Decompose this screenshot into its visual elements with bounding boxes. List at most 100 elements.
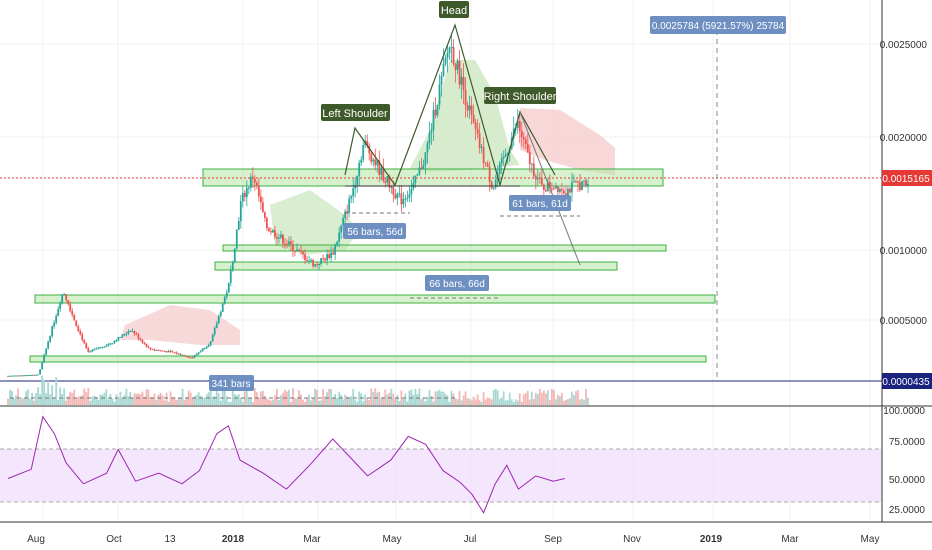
candle-body [546, 182, 549, 192]
candle-body [17, 375, 19, 377]
volume-bar [386, 394, 389, 405]
candle-body [330, 252, 333, 259]
candle-body [456, 60, 459, 70]
candle-body [334, 245, 337, 255]
candle-body [141, 340, 144, 343]
candle-body [538, 177, 541, 179]
candle-body [540, 178, 543, 185]
support-zone-4[interactable] [29, 355, 707, 363]
candle-body [193, 355, 196, 358]
volume-bar [536, 393, 539, 405]
volume-bar [430, 396, 433, 405]
y-axis: 0.0025000 0.0020000 0.0010000 0.0005000 [880, 40, 928, 327]
volume-bar [581, 398, 583, 405]
volume-bar [500, 397, 503, 405]
candle-body [296, 249, 298, 252]
candle-body [127, 331, 130, 334]
volume-bar [548, 400, 551, 405]
candle-body [314, 264, 316, 267]
candle-body [61, 294, 64, 304]
baseline-price-tag: 0.0000435 [882, 377, 930, 388]
volume-bar [95, 396, 98, 405]
candle-body [161, 350, 164, 352]
volume-bar [563, 400, 565, 405]
support-zone-2[interactable] [214, 261, 618, 271]
candle-body [125, 333, 128, 335]
volume-bar [544, 393, 547, 405]
volume-bar [390, 388, 393, 405]
volume-bar [587, 397, 589, 405]
volume-bar [207, 392, 210, 405]
volume-bar [524, 393, 527, 405]
volume-bar [506, 400, 509, 405]
volume-bar [83, 388, 86, 405]
candle-body [139, 338, 142, 341]
candle-body [77, 326, 80, 332]
candle-body [284, 243, 286, 245]
candle-body [318, 264, 320, 266]
volume-bar [414, 389, 417, 405]
volume-bar [85, 392, 88, 405]
support-zone-1[interactable] [222, 244, 667, 252]
current-price-tag: 0.0015165 [882, 174, 930, 185]
support-zone-3[interactable] [34, 294, 716, 304]
candle-body [438, 84, 441, 105]
candle-body [121, 334, 124, 337]
bars-56-label-bg [343, 223, 406, 239]
candle-body [470, 105, 473, 115]
candle-body [550, 188, 553, 190]
candle-body [265, 217, 268, 229]
candle-body [183, 355, 186, 357]
candle-body [123, 334, 126, 336]
candle-body [565, 193, 567, 195]
volume-bar [569, 398, 571, 405]
candle-body [257, 185, 260, 197]
candle-body [85, 343, 88, 349]
volume-bar [171, 397, 174, 405]
candles [7, 33, 589, 377]
volume-bar [432, 401, 435, 405]
candle-body [255, 182, 258, 186]
candle-body [294, 250, 296, 252]
candle-body [434, 109, 437, 116]
volume-bar [583, 399, 585, 405]
candle-body [466, 105, 469, 111]
candle-body [567, 188, 569, 195]
candle-body [406, 197, 409, 199]
volume-bar [231, 388, 234, 405]
candle-body [400, 193, 403, 205]
volume-bar [294, 398, 296, 405]
candle-body [532, 163, 535, 177]
volume-bar [340, 394, 343, 405]
volume-bar [91, 396, 94, 405]
volume-bar [554, 399, 557, 405]
candle-body [259, 196, 262, 203]
volume-bar [69, 391, 72, 405]
rsi-band [0, 449, 882, 502]
volume-bar [510, 399, 513, 405]
volume-bar [508, 392, 511, 405]
candle-body [348, 198, 351, 213]
candle-body [239, 201, 242, 222]
candle-body [249, 176, 252, 188]
volume-bar [149, 397, 152, 405]
candle-body [552, 188, 555, 190]
volume-bar [384, 389, 387, 405]
candle-body [366, 140, 369, 146]
volume-bar [446, 395, 449, 405]
candle-body [390, 187, 393, 189]
candle-body [428, 132, 431, 144]
volume-bar [360, 393, 363, 405]
volume-bar [191, 398, 194, 405]
volume-bar [239, 397, 242, 405]
candle-body [67, 300, 70, 305]
volume-bar [528, 399, 531, 405]
volume-bar [63, 388, 66, 405]
x-tick-label: Sep [544, 534, 562, 545]
volume-bar [302, 399, 304, 405]
volume-bar [147, 389, 150, 405]
volume-bar [276, 388, 278, 405]
candle-body [478, 133, 481, 148]
volume-bar [99, 394, 102, 405]
